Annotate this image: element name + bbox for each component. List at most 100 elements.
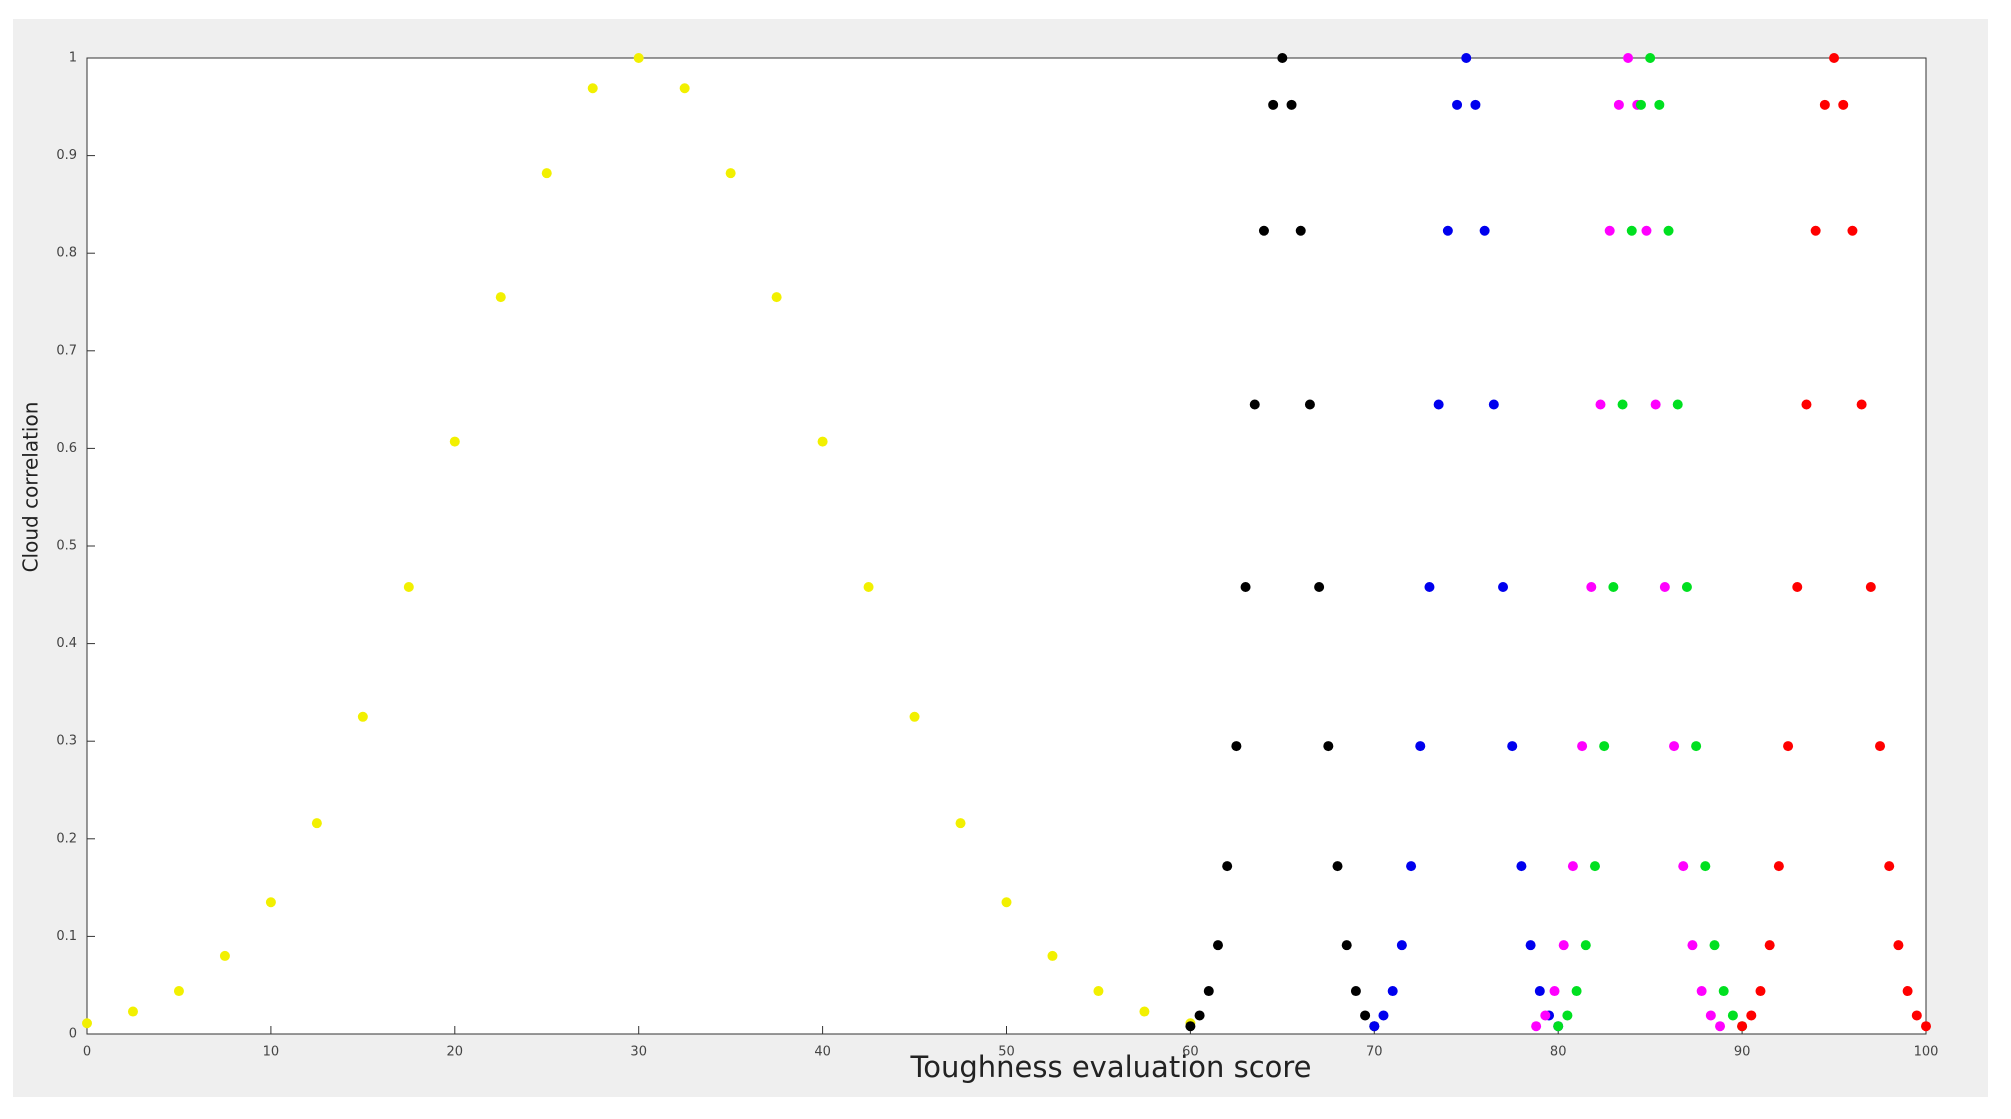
scatter-point — [1258, 225, 1269, 236]
scatter-point — [403, 581, 414, 592]
scatter-point — [1415, 741, 1426, 752]
scatter-point — [1240, 581, 1251, 592]
x-tick-label: 80 — [1550, 1045, 1567, 1060]
scatter-point — [1203, 986, 1214, 997]
scatter-point — [1641, 225, 1652, 236]
scatter-point — [1295, 225, 1306, 236]
scatter-point — [495, 292, 506, 303]
scatter-point — [725, 168, 736, 179]
scatter-point — [1893, 940, 1904, 951]
scatter-point — [1715, 1021, 1726, 1032]
x-tick-label: 50 — [998, 1045, 1015, 1060]
y-tick-label: 0.2 — [56, 831, 77, 846]
scatter-point — [1700, 861, 1711, 872]
scatter-point — [1507, 741, 1518, 752]
scatter-point — [1093, 986, 1104, 997]
scatter-point — [1681, 581, 1692, 592]
scatter-point — [1746, 1010, 1757, 1021]
scatter-point — [1792, 581, 1803, 592]
scatter-point — [173, 986, 184, 997]
scatter-point — [1001, 897, 1012, 908]
scatter-point — [1645, 53, 1656, 63]
scatter-point — [1623, 53, 1634, 63]
scatter-point — [1323, 741, 1334, 752]
x-tick-label: 40 — [814, 1045, 831, 1060]
scatter-point — [1571, 986, 1582, 997]
y-tick-label: 0.4 — [56, 636, 77, 651]
scatter-point — [1549, 986, 1560, 997]
scatter-point — [1838, 99, 1849, 110]
scatter-point — [863, 581, 874, 592]
scatter-point — [1525, 940, 1536, 951]
scatter-point — [1654, 99, 1665, 110]
scatter-point — [1249, 399, 1260, 410]
scatter-point — [541, 168, 552, 179]
scatter-point — [1470, 99, 1481, 110]
scatter-point — [1452, 99, 1463, 110]
scatter-point — [1558, 940, 1569, 951]
plot-area — [87, 58, 1926, 1034]
scatter-point — [1406, 861, 1417, 872]
scatter-point — [1604, 225, 1615, 236]
scatter-point — [1709, 940, 1720, 951]
scatter-point — [1378, 1010, 1389, 1021]
scatter-point — [1553, 1021, 1564, 1032]
y-tick-label: 0.3 — [56, 734, 77, 749]
scatter-point — [909, 711, 920, 722]
scatter-point — [1705, 1010, 1716, 1021]
scatter-point — [1921, 1021, 1931, 1032]
scatter-point — [1461, 53, 1472, 63]
scatter-point — [1595, 399, 1606, 410]
scatter-point — [1663, 225, 1674, 236]
scatter-point — [1650, 399, 1661, 410]
scatter-point — [1856, 399, 1867, 410]
scatter-point — [1194, 1010, 1205, 1021]
scatter-point — [1589, 861, 1600, 872]
scatter-point — [1727, 1010, 1738, 1021]
scatter-point — [1829, 53, 1840, 63]
scatter-point — [1718, 986, 1729, 997]
scatter-point — [1286, 99, 1297, 110]
scatter-point — [679, 83, 690, 94]
scatter-point — [1696, 986, 1707, 997]
scatter-point — [1562, 1010, 1573, 1021]
scatter-point — [1304, 399, 1315, 410]
x-tick-label: 100 — [1914, 1045, 1939, 1060]
scatter-point — [1847, 225, 1858, 236]
y-axis-label: Cloud correlation — [19, 402, 43, 573]
scatter-point — [1047, 950, 1058, 961]
scatter-point — [1586, 581, 1597, 592]
scatter-point — [265, 897, 276, 908]
scatter-point — [1360, 1010, 1371, 1021]
scatter-point — [1783, 741, 1794, 752]
scatter-point — [1212, 940, 1223, 951]
scatter-point — [1516, 861, 1527, 872]
x-tick-label: 70 — [1366, 1045, 1383, 1060]
scatter-point — [1540, 1010, 1551, 1021]
scatter-point — [311, 818, 322, 829]
scatter-point — [1659, 581, 1670, 592]
scatter-point — [1773, 861, 1784, 872]
scatter-point — [633, 53, 644, 63]
scatter-point — [1613, 99, 1624, 110]
scatter-point — [1599, 741, 1610, 752]
y-tick-label: 0.6 — [56, 441, 77, 456]
scatter-point — [1669, 741, 1680, 752]
y-tick-label: 0.5 — [56, 539, 77, 554]
scatter-point — [1672, 399, 1683, 410]
x-tick-label: 10 — [263, 1045, 280, 1060]
scatter-point — [357, 711, 368, 722]
scatter-point — [1687, 940, 1698, 951]
scatter-point — [82, 1018, 92, 1029]
scatter-point — [1608, 581, 1619, 592]
scatter-point — [1424, 581, 1435, 592]
scatter-point — [1875, 741, 1886, 752]
y-tick-label: 0 — [69, 1027, 77, 1042]
scatter-point — [449, 436, 460, 447]
scatter-point — [1332, 861, 1343, 872]
scatter-point — [1810, 225, 1821, 236]
scatter-point — [1139, 1006, 1150, 1017]
scatter-point — [1387, 986, 1398, 997]
scatter-point — [1567, 861, 1578, 872]
